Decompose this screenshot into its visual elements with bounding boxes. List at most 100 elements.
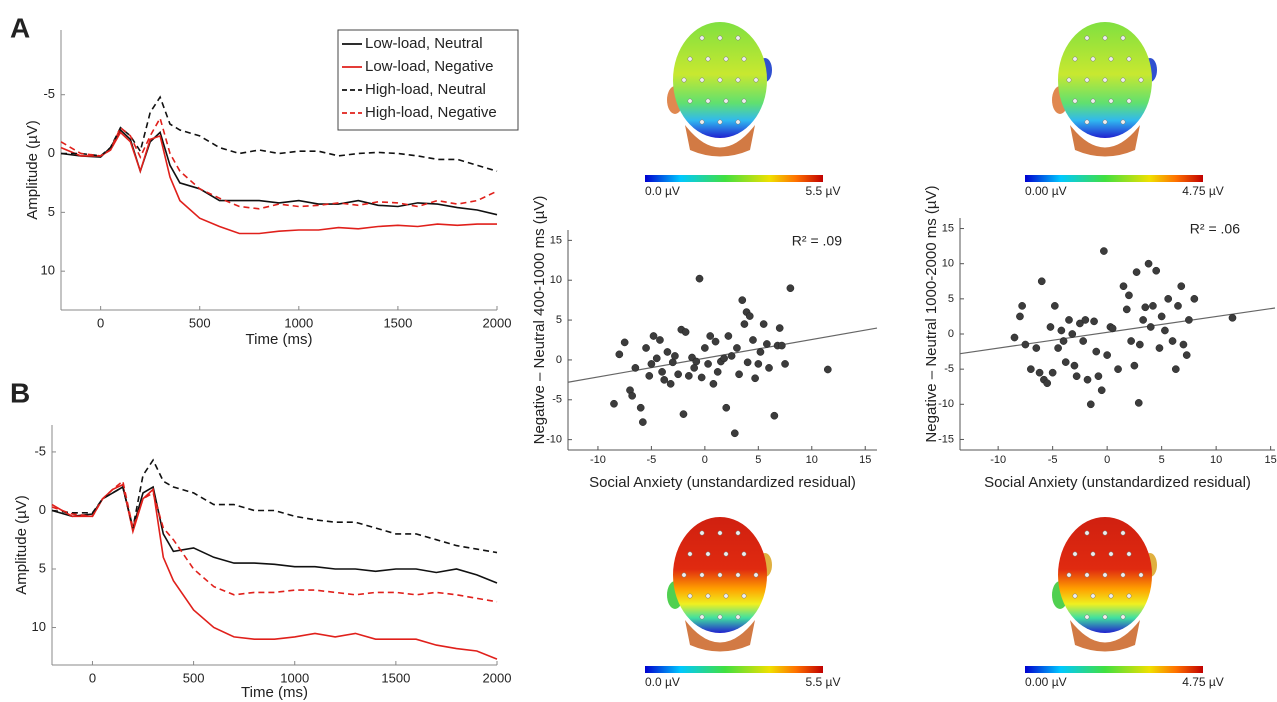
y-tick-label: 15	[550, 234, 562, 246]
electrode	[681, 572, 687, 578]
scatter-point	[652, 354, 661, 363]
scatter-point	[704, 360, 712, 368]
electrode	[1072, 98, 1078, 104]
scatter-point	[1179, 340, 1188, 349]
x-tick-label: 0	[89, 670, 96, 685]
scatter-point	[1144, 259, 1153, 268]
legend-label: Low-load, Negative	[365, 58, 493, 75]
electrode	[1126, 56, 1132, 62]
electrode	[741, 593, 747, 599]
scatter-point	[1168, 337, 1177, 345]
neck	[685, 620, 755, 652]
electrode	[723, 593, 729, 599]
scatter-point	[1103, 351, 1111, 359]
series-line	[60, 116, 498, 210]
topography	[667, 22, 772, 157]
scatter-point	[1119, 282, 1128, 291]
colorbar	[645, 666, 823, 673]
x-tick-label: 1500	[383, 315, 412, 330]
electrode	[705, 56, 711, 62]
electrode	[1090, 593, 1096, 599]
electrode	[1108, 98, 1114, 104]
scatter-point	[1057, 326, 1066, 335]
x-tick-label: 500	[183, 670, 205, 685]
electrode	[1102, 35, 1108, 41]
x-tick-label: 1000	[280, 670, 309, 685]
scatter-point	[692, 357, 701, 366]
x-tick-label: 5	[1159, 454, 1165, 466]
electrode	[699, 35, 705, 41]
electrode	[723, 56, 729, 62]
colorbar-min-label: 0.00 µV	[1025, 675, 1067, 689]
electrode	[741, 56, 747, 62]
electrode	[699, 530, 705, 536]
scatter-point	[1086, 400, 1095, 409]
electrode	[1108, 551, 1114, 557]
y-tick-label: -5	[43, 86, 55, 101]
scatter-point	[756, 348, 765, 356]
y-tick-label: 0	[39, 502, 46, 517]
series-line	[51, 479, 498, 603]
scatter-point	[1076, 319, 1084, 328]
y-tick-label: 10	[32, 619, 46, 634]
x-tick-label: -5	[647, 454, 657, 466]
series-line	[60, 128, 498, 216]
scatter-point	[1114, 365, 1122, 374]
electrode	[735, 119, 741, 125]
scatter-point	[1061, 358, 1070, 366]
scatter-point	[711, 337, 720, 346]
scatter-point	[1130, 361, 1139, 370]
x-tick-label: 10	[806, 454, 818, 466]
scatter-point	[724, 332, 733, 340]
scatter-point	[781, 360, 789, 368]
scatter-point	[770, 411, 779, 420]
scatter-point	[1065, 316, 1073, 324]
electrode	[717, 119, 723, 125]
scatter-point	[1072, 372, 1081, 381]
scatter-point	[1046, 323, 1055, 331]
scatter-point	[1092, 347, 1101, 356]
y-tick-label: -5	[944, 363, 954, 375]
scatter-point	[1174, 302, 1182, 310]
scatter-point	[1050, 302, 1059, 310]
scatter-point	[1032, 344, 1041, 352]
electrode	[1102, 614, 1108, 620]
electrode	[705, 551, 711, 557]
scatter-point	[727, 352, 736, 360]
series-line	[60, 131, 497, 235]
topography	[1052, 517, 1157, 652]
y-tick-label: 5	[48, 204, 55, 219]
colorbar	[1025, 666, 1203, 673]
scatter-point	[1152, 266, 1161, 275]
scatter-point	[1122, 305, 1131, 314]
electrode	[1072, 56, 1078, 62]
y-tick-label: 5	[948, 293, 954, 305]
scatter-point	[1125, 291, 1133, 300]
electrode	[735, 530, 741, 536]
x-tick-label: 0	[702, 454, 708, 466]
electrode	[687, 593, 693, 599]
scatter-point	[1021, 340, 1030, 349]
scatter-point	[666, 379, 675, 388]
scatter-point	[1059, 337, 1068, 345]
x-axis-title: Social Anxiety (unstandardized residual)	[589, 474, 856, 491]
scatter-point	[1141, 303, 1150, 312]
x-tick-label: 2000	[483, 315, 512, 330]
scatter-point	[1043, 379, 1052, 388]
electrode	[1126, 593, 1132, 599]
electrode	[1072, 593, 1078, 599]
electrode	[699, 119, 705, 125]
electrode	[1084, 572, 1090, 578]
y-tick-label: 10	[942, 258, 954, 270]
scatter-point	[777, 341, 786, 350]
scatter-point	[1100, 247, 1108, 255]
topography	[667, 517, 772, 652]
electrode	[687, 56, 693, 62]
electrode	[1120, 35, 1126, 41]
scatter-point	[684, 372, 693, 380]
scatter-point	[738, 296, 747, 304]
scatter-point	[1149, 302, 1157, 310]
legend-label: High-load, Negative	[365, 104, 497, 121]
y-tick-label: 0	[948, 328, 954, 340]
